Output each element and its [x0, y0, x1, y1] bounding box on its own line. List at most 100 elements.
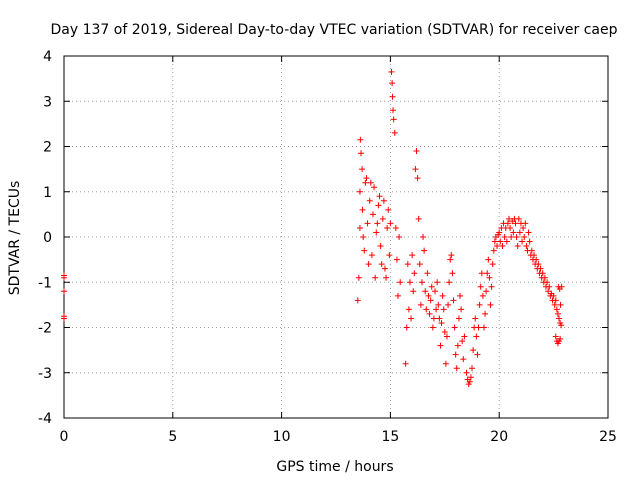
- data-point: [430, 315, 437, 322]
- x-tick-label: 10: [273, 429, 291, 445]
- data-point: [526, 238, 533, 245]
- data-point: [357, 136, 364, 143]
- data-point: [521, 234, 528, 240]
- data-point: [452, 351, 459, 358]
- data-point: [507, 224, 514, 231]
- data-point: [450, 297, 457, 304]
- data-point: [558, 322, 565, 329]
- data-point: [426, 310, 433, 317]
- data-point: [412, 166, 419, 173]
- data-point: [482, 310, 489, 317]
- y-tick-label: -3: [38, 366, 52, 382]
- data-point: [418, 279, 425, 286]
- x-tick-label: 20: [490, 429, 508, 445]
- data-point: [451, 324, 458, 331]
- data-point: [490, 247, 497, 254]
- data-point: [531, 252, 538, 259]
- data-point: [501, 234, 508, 240]
- data-point: [359, 206, 366, 213]
- data-point: [387, 220, 394, 227]
- data-point: [378, 261, 385, 268]
- data-point: [503, 238, 510, 245]
- x-tick-label: 5: [168, 429, 177, 445]
- data-point: [374, 220, 381, 227]
- data-point: [457, 292, 464, 299]
- data-point: [417, 301, 424, 308]
- data-point: [545, 288, 552, 295]
- data-point: [496, 229, 503, 236]
- data-point: [469, 365, 475, 372]
- data-point: [459, 338, 466, 345]
- data-point: [439, 292, 446, 299]
- data-point: [497, 238, 504, 245]
- data-point: [466, 378, 473, 385]
- data-point: [437, 342, 444, 349]
- data-point: [491, 238, 498, 245]
- data-point: [403, 324, 410, 331]
- data-point: [556, 315, 563, 322]
- y-tick-label: -1: [38, 275, 52, 291]
- data-point: [454, 342, 461, 349]
- data-point: [368, 252, 375, 259]
- data-point: [480, 324, 487, 331]
- data-point: [552, 333, 559, 340]
- data-point: [432, 288, 439, 295]
- data-point: [436, 315, 443, 322]
- data-point: [376, 193, 383, 200]
- data-points: [61, 68, 565, 388]
- data-point: [423, 306, 430, 313]
- data-point: [416, 261, 423, 268]
- data-point: [535, 261, 542, 268]
- data-point: [541, 274, 548, 281]
- data-point: [445, 301, 452, 308]
- data-point: [364, 220, 371, 227]
- data-point: [515, 215, 522, 222]
- data-point: [461, 333, 468, 340]
- data-point: [552, 297, 559, 304]
- data-point: [557, 301, 564, 308]
- data-point: [421, 247, 428, 254]
- data-point: [424, 270, 431, 277]
- data-point: [494, 243, 501, 250]
- data-point: [388, 68, 395, 75]
- data-point: [361, 247, 368, 254]
- data-point: [355, 274, 362, 281]
- data-point: [356, 188, 363, 195]
- data-point: [359, 166, 366, 173]
- data-point: [487, 301, 494, 308]
- data-point: [408, 315, 415, 322]
- data-point: [390, 107, 397, 114]
- data-point: [429, 324, 436, 331]
- data-point: [488, 283, 495, 290]
- data-point: [446, 279, 453, 286]
- data-point: [392, 224, 399, 231]
- data-point: [453, 365, 460, 372]
- grid-lines: [64, 56, 608, 418]
- data-point: [550, 292, 557, 299]
- data-point: [546, 283, 553, 290]
- data-point: [484, 270, 491, 277]
- data-point: [483, 288, 490, 295]
- data-point: [372, 274, 379, 281]
- data-point: [381, 265, 388, 272]
- data-point: [475, 324, 482, 331]
- data-point: [389, 93, 396, 100]
- data-point: [473, 333, 480, 340]
- data-point: [551, 301, 558, 308]
- data-point: [508, 234, 515, 240]
- data-point: [413, 148, 420, 155]
- data-point: [373, 229, 380, 236]
- data-point: [441, 329, 448, 336]
- chart-title: Day 137 of 2019, Sidereal Day-to-day VTE…: [51, 22, 618, 38]
- data-point: [522, 220, 529, 227]
- data-point: [354, 297, 361, 304]
- data-point: [463, 369, 470, 376]
- data-point: [520, 224, 527, 231]
- data-point: [505, 215, 512, 222]
- y-tick-label: -4: [38, 411, 52, 427]
- data-point: [557, 335, 564, 342]
- data-point: [414, 175, 421, 182]
- data-point: [410, 288, 417, 295]
- data-point: [422, 288, 429, 295]
- data-point: [544, 279, 551, 286]
